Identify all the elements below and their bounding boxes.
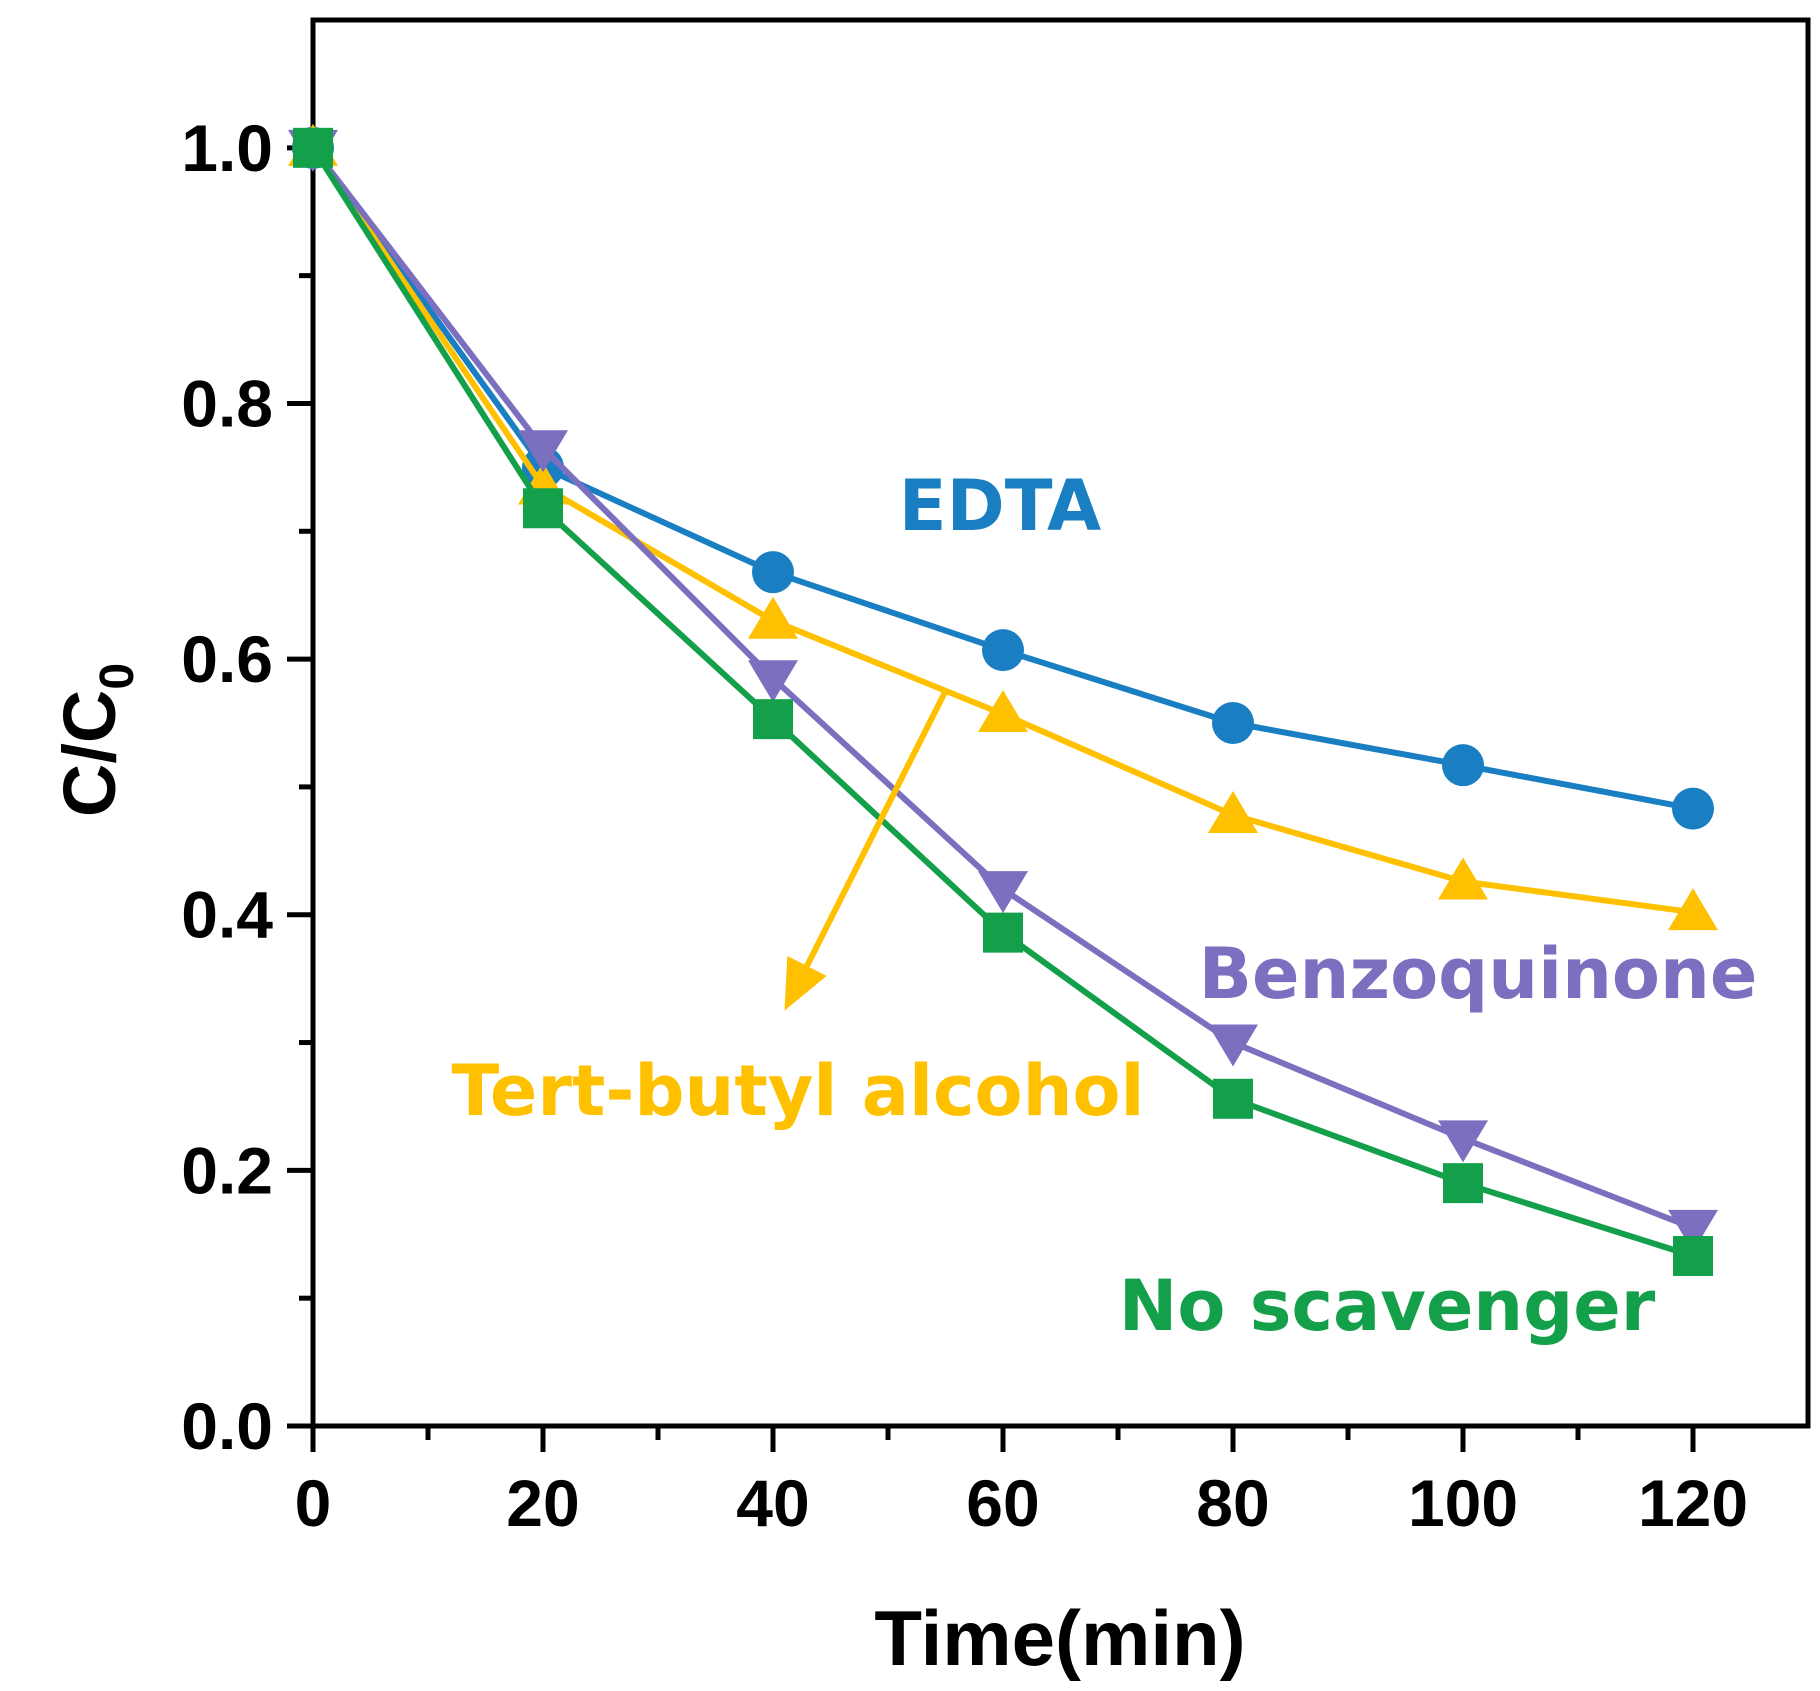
series-no-scavenger [293, 127, 1713, 1277]
axis-ticks [287, 145, 1696, 1452]
edta-point [1212, 702, 1254, 744]
y-axis-title: C/C0 [48, 663, 144, 817]
y-tick-label: 0.2 [181, 1133, 273, 1207]
tert-butyl-alcohol-point [1668, 888, 1718, 931]
series-layer [288, 123, 1718, 1277]
no-scavenger-point [1673, 1236, 1713, 1277]
no-scavenger-label: No scavenger [1119, 1265, 1656, 1347]
tert-butyl-alcohol-point [748, 596, 798, 639]
annotation-arrow-head [784, 956, 827, 1011]
x-tick-label: 20 [506, 1466, 579, 1540]
annotation-arrow-shaft [804, 689, 949, 968]
series-benzoquinone [288, 129, 1718, 1252]
x-axis-title: Time(min) [874, 1594, 1245, 1682]
axis-tick-labels: 0 20 40 60 80 100 120 0.0 0.2 0.4 0.6 0.8 1.0 [181, 111, 1748, 1540]
y-tick-label: 0.8 [181, 366, 273, 440]
y-tick-label: 0.0 [181, 1389, 273, 1463]
y-tick-label: 1.0 [181, 111, 273, 185]
edta-label: EDTA [899, 465, 1101, 547]
no-scavenger-point [293, 127, 333, 168]
edta-point [1672, 787, 1714, 830]
y-axis-title-main: C/C [48, 690, 131, 817]
edta-point [1442, 744, 1484, 787]
no-scavenger-point [983, 912, 1023, 953]
benzoquinone-point [518, 430, 568, 473]
x-tick-label: 120 [1638, 1466, 1748, 1540]
benzoquinone-label: Benzoquinone [1199, 933, 1758, 1015]
x-tick-label: 100 [1408, 1466, 1518, 1540]
y-axis-title-subscript: 0 [91, 663, 144, 690]
plot-frame [310, 17, 1811, 1429]
edta-point [982, 629, 1024, 672]
tert-butyl-alcohol-point [1438, 857, 1488, 900]
benzoquinone-point [978, 871, 1028, 914]
no-scavenger-point [523, 488, 563, 529]
edta-point [752, 551, 794, 594]
x-tick-label: 40 [736, 1466, 809, 1540]
annotation-arrow [784, 689, 949, 1011]
x-tick-label: 80 [1196, 1466, 1269, 1540]
y-tick-label: 0.6 [181, 622, 273, 696]
y-tick-label: 0.4 [181, 878, 273, 952]
benzoquinone-point [748, 660, 798, 703]
benzoquinone-point [1668, 1209, 1718, 1252]
tert-butyl-alcohol-point [978, 690, 1028, 733]
no-scavenger-point [753, 699, 793, 740]
tert-butyl-alcohol-label: Tert-butyl alcohol [451, 1050, 1144, 1132]
no-scavenger-point [1443, 1163, 1483, 1204]
x-tick-label: 60 [966, 1466, 1039, 1540]
annotation-layer [784, 689, 949, 1011]
x-tick-label: 0 [295, 1466, 332, 1540]
benzoquinone-point [1438, 1120, 1488, 1163]
benzoquinone-point [1208, 1024, 1258, 1067]
tert-butyl-alcohol-point [1208, 791, 1258, 834]
no-scavenger-point [1213, 1078, 1253, 1119]
